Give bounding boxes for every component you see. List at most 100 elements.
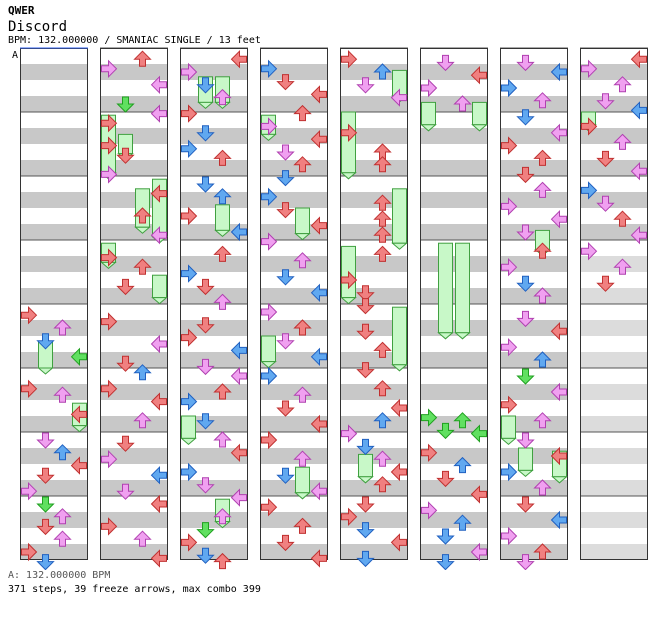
step-arrow-up <box>453 412 472 429</box>
step-arrow-left <box>261 232 278 251</box>
step-arrow-up <box>533 351 552 368</box>
step-arrow-down <box>276 269 295 286</box>
step-arrow-up <box>53 508 72 525</box>
beat-stripe <box>580 416 648 432</box>
step-arrow-right <box>550 382 567 402</box>
freeze-tail <box>551 476 568 484</box>
step-arrow-right <box>390 462 407 482</box>
step-arrow-down <box>36 496 55 513</box>
step-arrow-left <box>101 165 118 184</box>
step-arrow-up <box>533 287 552 304</box>
beat-stripe <box>180 96 248 112</box>
step-arrow-right <box>470 485 487 504</box>
step-arrow-right <box>390 88 407 107</box>
beat-stripe <box>500 256 568 272</box>
step-arrow-down <box>516 368 535 385</box>
step-arrow-down <box>436 422 455 440</box>
step-arrow-left <box>21 481 38 501</box>
step-arrow-right <box>550 446 567 466</box>
step-arrow-left <box>181 206 198 226</box>
step-arrow-right <box>470 424 487 443</box>
beat-stripe <box>420 224 488 240</box>
freeze-tail <box>454 332 471 340</box>
column-border <box>180 48 248 560</box>
step-arrow-down <box>116 278 135 296</box>
step-arrow-right <box>630 49 647 69</box>
step-arrow-down <box>116 96 135 113</box>
beat-stripe <box>180 544 248 560</box>
step-arrow-right <box>230 366 247 386</box>
column-border <box>340 48 408 560</box>
step-arrow-up <box>133 258 152 275</box>
beat-stripe <box>260 64 328 80</box>
step-arrow-down <box>36 554 55 570</box>
beat-stripe <box>260 448 328 464</box>
step-arrow-down <box>276 333 295 350</box>
beat-stripe <box>500 64 568 80</box>
step-arrow-down <box>196 477 215 494</box>
step-arrow-left <box>101 113 118 133</box>
beat-stripe <box>420 64 488 80</box>
freeze-arrow <box>421 101 436 126</box>
step-arrow-left <box>101 312 118 331</box>
step-arrow-up <box>293 156 312 173</box>
chart-stats: 371 steps, 39 freeze arrows, max combo 3… <box>8 584 261 595</box>
step-arrow-right <box>550 321 567 341</box>
step-arrow-up <box>53 319 72 336</box>
step-arrow-up <box>373 63 392 80</box>
step-arrow-right <box>70 456 87 475</box>
beat-stripe <box>580 192 648 208</box>
step-arrow-right <box>150 465 167 485</box>
step-arrow-up <box>213 245 232 262</box>
beat-stripe <box>420 256 488 272</box>
step-arrow-down <box>276 467 295 484</box>
beat-stripe <box>340 288 408 304</box>
chart-column-7 <box>500 47 568 560</box>
beat-stripe <box>340 448 408 464</box>
step-arrow-left <box>101 248 118 267</box>
step-arrow-left <box>181 104 198 123</box>
step-arrow-up <box>373 210 392 227</box>
freeze-tail <box>134 226 151 234</box>
freeze-tail <box>471 124 488 132</box>
step-arrow-left <box>181 139 198 159</box>
freeze-arrow <box>181 415 196 439</box>
column-border <box>420 48 488 560</box>
beat-stripe <box>260 192 328 208</box>
freeze-tail <box>294 233 311 241</box>
step-arrow-left <box>181 533 198 552</box>
freeze-tail <box>214 229 231 238</box>
step-arrow-down <box>356 323 375 340</box>
step-arrow-up <box>213 552 232 570</box>
step-arrow-up <box>533 479 552 496</box>
beat-stripe <box>420 320 488 336</box>
beat-stripe <box>420 512 488 528</box>
freeze-arrow <box>341 111 356 174</box>
step-arrow-left <box>341 424 358 443</box>
step-arrow-up <box>533 242 552 259</box>
step-arrow-left <box>421 501 438 520</box>
beat-stripe <box>20 64 88 80</box>
step-arrow-left <box>181 328 198 347</box>
step-arrow-down <box>356 438 375 456</box>
beat-stripe <box>180 512 248 528</box>
beat-stripe <box>20 96 88 112</box>
step-arrow-down <box>116 483 135 500</box>
beat-stripe <box>500 448 568 464</box>
beat-stripe <box>580 288 648 304</box>
beat-stripe <box>20 224 88 240</box>
step-arrow-down <box>356 522 375 539</box>
step-arrow-down <box>356 362 375 379</box>
column-border <box>100 48 168 560</box>
step-arrow-down <box>356 77 375 94</box>
step-arrow-left <box>341 123 358 143</box>
beat-stripe <box>100 160 168 176</box>
step-arrow-right <box>230 341 247 360</box>
beat-stripe <box>340 128 408 144</box>
step-arrow-up <box>533 543 552 560</box>
step-arrow-up <box>213 508 232 525</box>
beat-stripe <box>260 384 328 400</box>
beat-stripe <box>260 480 328 496</box>
step-arrow-up <box>533 149 552 166</box>
step-arrow-right <box>310 414 327 434</box>
